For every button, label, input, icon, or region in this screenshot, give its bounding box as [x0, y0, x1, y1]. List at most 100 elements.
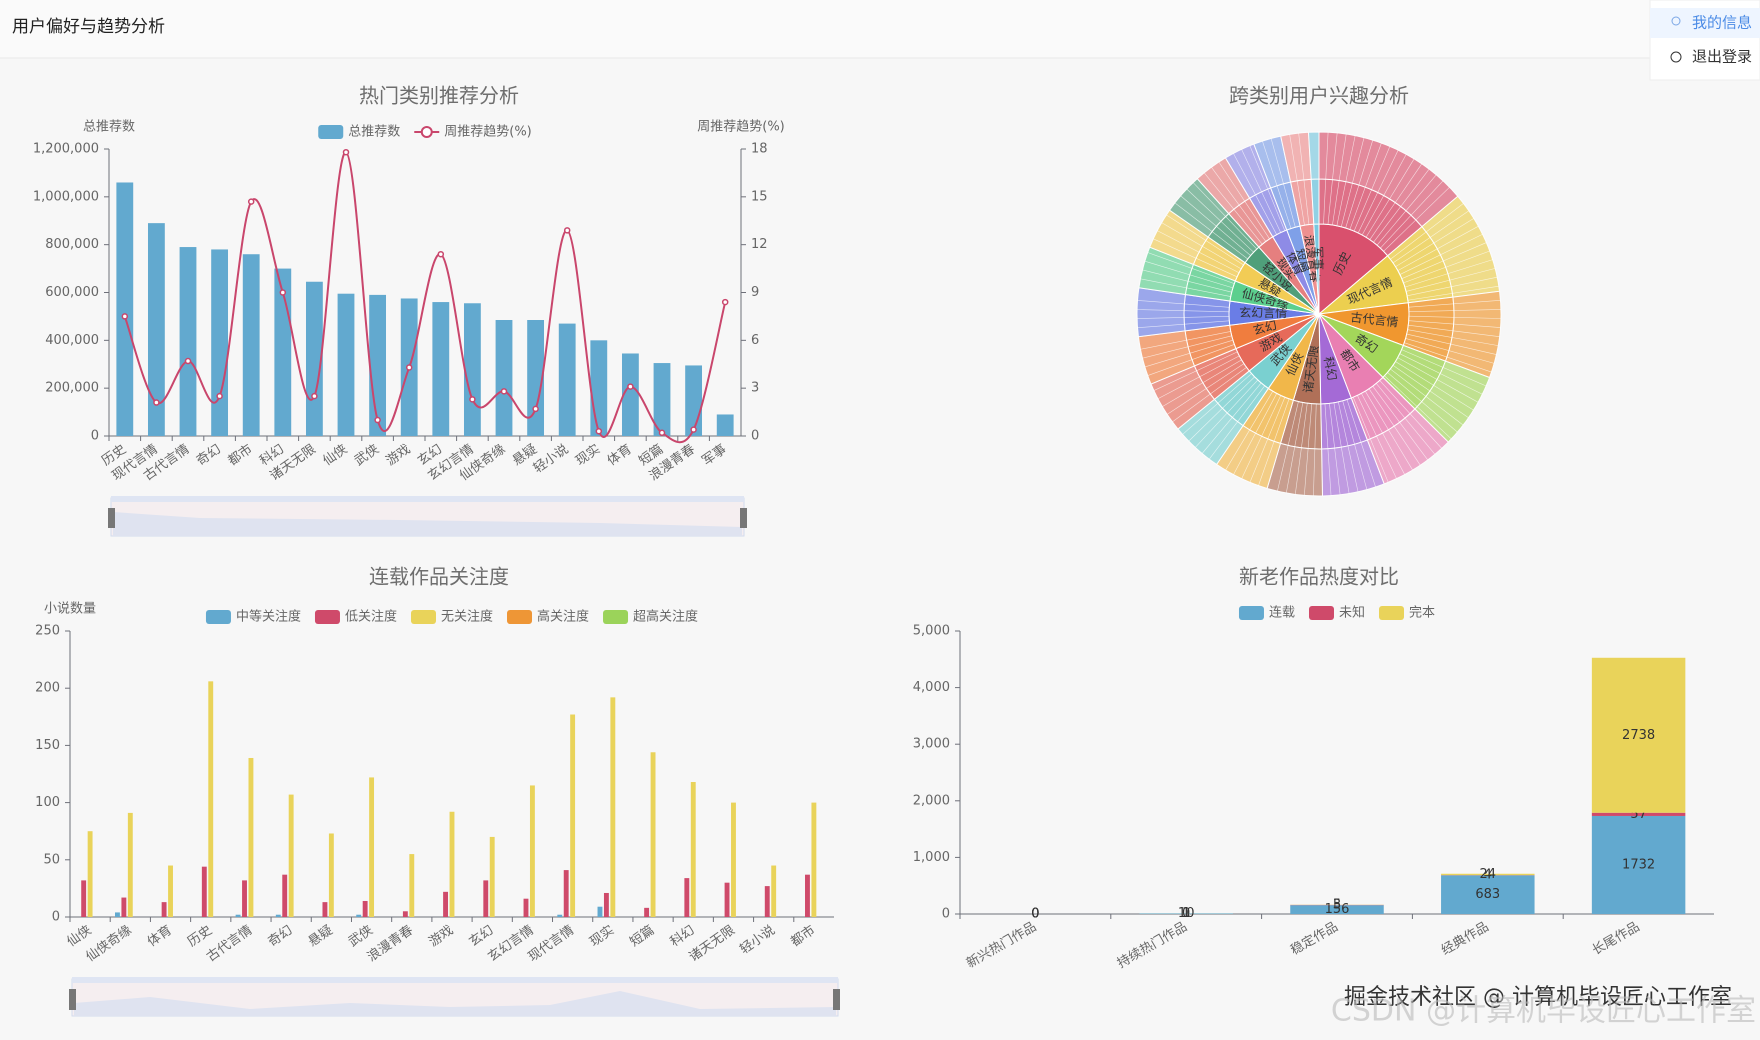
y2-tick-label: 3 — [751, 381, 759, 396]
ring-divider — [1186, 188, 1254, 253]
legend-symbol — [318, 125, 344, 139]
slider-handle[interactable] — [833, 989, 840, 1010]
bar — [432, 302, 450, 436]
bar — [463, 303, 481, 436]
ring-divider — [1352, 397, 1389, 483]
ring-divider — [1161, 222, 1242, 270]
ring-divider — [1203, 172, 1263, 245]
ring-divider — [1195, 379, 1259, 448]
ring-divider — [1365, 391, 1413, 471]
trend-point — [247, 198, 255, 205]
legend-symbol — [1238, 606, 1264, 620]
bar — [242, 254, 260, 436]
ring-divider — [1140, 331, 1231, 350]
bar — [275, 914, 281, 917]
slider-bar — [111, 496, 744, 502]
ring-divider — [1211, 167, 1267, 242]
legend-symbol — [507, 610, 533, 624]
legend-symbol — [1308, 606, 1334, 620]
ring-divider — [1403, 250, 1490, 284]
ring-divider — [1137, 309, 1230, 313]
chart-title: 新老作品热度对比 — [1239, 565, 1399, 589]
bar — [409, 854, 415, 917]
ring-divider — [1285, 402, 1304, 494]
ring-divider — [1233, 393, 1277, 475]
ring-divider — [1157, 230, 1240, 274]
bar-segment — [1591, 812, 1686, 816]
ring-divider — [1392, 365, 1469, 418]
ring-divider — [1376, 174, 1437, 246]
bar-segment — [1441, 875, 1535, 914]
y-tick-label: 400,000 — [45, 333, 99, 348]
x-tick-label: 悬疑 — [305, 922, 335, 950]
ring-divider — [1277, 401, 1299, 492]
ring-divider — [1380, 180, 1444, 249]
ring-divider — [1140, 278, 1231, 297]
bar — [305, 281, 323, 436]
ring-divider — [1395, 361, 1474, 411]
legend-label: 中等关注度 — [236, 609, 301, 625]
x-tick-label: 都市 — [225, 441, 255, 469]
y-tick-label: 3,000 — [913, 737, 950, 752]
zoom-slider[interactable] — [69, 977, 840, 1017]
bar — [322, 902, 328, 917]
ring-divider — [1357, 149, 1399, 234]
y-tick-label: 150 — [35, 738, 60, 753]
bar — [685, 365, 703, 436]
legend-label: 总推荐数 — [348, 125, 400, 140]
slider-handle[interactable] — [69, 989, 76, 1010]
bar-segment — [1591, 657, 1686, 813]
trend-point — [627, 383, 634, 390]
trend-point — [563, 227, 571, 234]
trend-point — [532, 405, 539, 413]
ring-divider — [1172, 367, 1247, 423]
ring-divider — [1368, 388, 1421, 466]
ring-divider — [1397, 357, 1479, 403]
legend-label: 连载 — [1269, 605, 1295, 621]
bar — [282, 874, 288, 917]
ring-divider — [1180, 195, 1251, 256]
ring-divider — [1338, 401, 1359, 492]
slider-handle[interactable] — [740, 508, 747, 528]
trend-point — [216, 392, 223, 400]
ring-divider — [1373, 168, 1430, 243]
x-tick-label: 现实 — [573, 442, 603, 469]
bar-segment — [1290, 905, 1384, 914]
ring-divider — [1304, 403, 1313, 496]
bar — [684, 878, 690, 917]
ring-divider — [1333, 402, 1350, 494]
ring-divider — [1404, 342, 1492, 373]
ring-divider — [1289, 134, 1305, 226]
x-tick-label: 轻小说 — [531, 442, 572, 477]
data-label: 683 — [1475, 887, 1500, 902]
ring-divider — [1345, 140, 1374, 229]
menu-item[interactable]: 我的信息 — [1692, 14, 1752, 32]
zoom-slider[interactable] — [108, 496, 747, 537]
ring-divider — [1294, 403, 1308, 495]
ring-divider — [1241, 149, 1281, 233]
ring-divider — [1241, 395, 1282, 479]
y-tick-label: 1,200,000 — [33, 142, 99, 157]
slider-handle[interactable] — [108, 508, 115, 528]
bar-segment — [1591, 815, 1686, 914]
sector-label: 军事 — [1311, 246, 1326, 270]
bar — [87, 831, 93, 917]
bar — [597, 906, 603, 917]
ring-divider — [1147, 252, 1235, 284]
bar — [248, 757, 254, 917]
y-tick-label: 0 — [91, 429, 99, 444]
ring-divider — [1383, 186, 1450, 252]
ring-divider — [1323, 132, 1329, 225]
legend: 总推荐数 周推荐趋势(%) — [318, 124, 532, 140]
bar — [483, 880, 489, 917]
bar — [558, 323, 576, 436]
ring-divider — [1153, 238, 1238, 278]
ring-divider — [1407, 285, 1499, 301]
y2-tick-label: 6 — [751, 333, 759, 348]
y-axis-title: 小说数量 — [44, 602, 96, 617]
menu-item[interactable]: 退出登录 — [1692, 48, 1752, 66]
bar — [650, 752, 656, 917]
user-icon — [1671, 16, 1681, 26]
ring-divider — [1340, 137, 1365, 227]
